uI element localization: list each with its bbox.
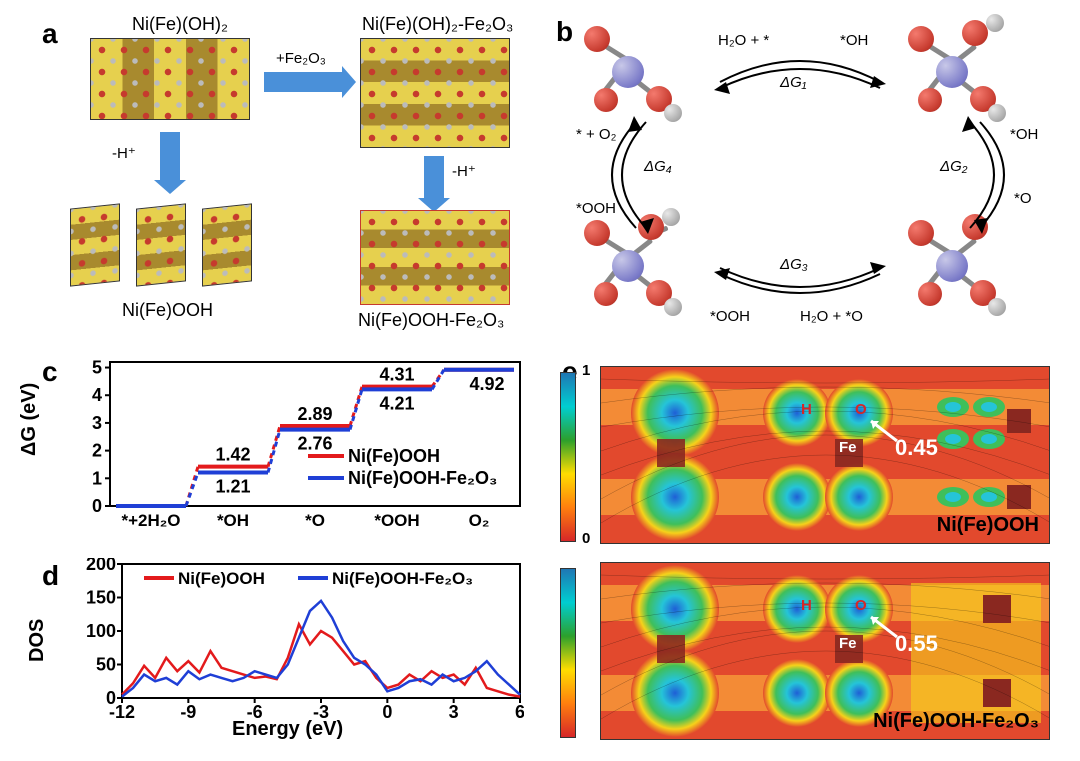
a-arrow-v2-label: -H⁺ (452, 162, 476, 180)
b-dg4: ΔG₄ (644, 158, 672, 175)
a-arrow-h-label: +Fe₂O₃ (276, 50, 326, 67)
d-xlabel: Energy (eV) (232, 718, 343, 741)
svg-text:2: 2 (92, 441, 102, 461)
panel-a-label: a (42, 18, 58, 50)
b-step3-l: H₂O + *O (800, 308, 863, 325)
a-label-tl: Ni(Fe)(OH)₂ (132, 14, 228, 35)
e-top-o: O (855, 401, 867, 418)
svg-text:4.92: 4.92 (469, 374, 504, 394)
panel-c-label: c (42, 356, 58, 388)
e-top-fe: Fe (839, 439, 857, 456)
svg-text:1.21: 1.21 (215, 476, 250, 496)
a-arrow-v1 (160, 132, 180, 180)
a-crystal-tr (360, 38, 510, 148)
svg-text:0: 0 (92, 496, 102, 516)
e-scale-bot: 0 (582, 530, 590, 547)
svg-text:6: 6 (515, 702, 524, 722)
a-arrow-v2 (424, 156, 444, 198)
b-mol-tl (576, 26, 686, 116)
a-arrow-v1-label: -H⁺ (112, 144, 136, 162)
svg-text:3: 3 (449, 702, 459, 722)
svg-text:4: 4 (92, 385, 102, 405)
svg-text:4.21: 4.21 (379, 393, 414, 413)
panel-c: 0 1 2 3 4 5 *+2H₂O *OH *O *OOH O₂ 1.42 2.89 4.31 1.21 2… (72, 356, 524, 534)
a-crystal-br (360, 210, 510, 305)
svg-text:*+2H₂O: *+2H₂O (121, 511, 180, 530)
svg-text:-12: -12 (109, 702, 135, 722)
e-bot-val: 0.55 (895, 631, 938, 657)
b-step1-l: H₂O + * (718, 32, 769, 49)
svg-text:-9: -9 (180, 702, 196, 722)
b-dg2: ΔG₂ (940, 158, 967, 175)
d-chart: 050100150200-12-9-6-3036Ni(Fe)OOHNi(Fe)O… (72, 558, 524, 740)
e-colorbar-2 (560, 568, 576, 738)
svg-text:100: 100 (86, 621, 116, 641)
svg-text:4.31: 4.31 (379, 365, 414, 385)
a-crystal-bl-wrap (70, 200, 270, 290)
panel-d-label: d (42, 560, 59, 592)
e-top-arrow (865, 417, 901, 445)
svg-text:0: 0 (382, 702, 392, 722)
svg-text:1: 1 (92, 468, 102, 488)
svg-text:3: 3 (92, 413, 102, 433)
d-ylabel: DOS (26, 619, 49, 662)
b-step3-r: *OOH (710, 308, 750, 325)
b-step1-r: *OH (840, 32, 868, 49)
svg-text:*OOH: *OOH (374, 511, 419, 530)
e-bot-o: O (855, 597, 867, 614)
b-step2-l: *OH (1010, 126, 1038, 143)
a-label-bl: Ni(Fe)OOH (122, 300, 213, 321)
panel-b-label: b (556, 16, 573, 48)
svg-text:5: 5 (92, 358, 102, 378)
svg-text:*OH: *OH (217, 511, 249, 530)
a-arrow-h (264, 72, 342, 92)
b-step4-l: *OOH (576, 200, 616, 217)
a-crystal-tl (90, 38, 250, 120)
svg-text:2.76: 2.76 (297, 434, 332, 454)
svg-text:*O: *O (305, 511, 325, 530)
svg-text:Ni(Fe)OOH-Fe₂O₃: Ni(Fe)OOH-Fe₂O₃ (348, 468, 497, 488)
b-dg3: ΔG₃ (780, 256, 808, 273)
a-label-br: Ni(Fe)OOH-Fe₂O₃ (358, 310, 504, 331)
e-top-title: Ni(Fe)OOH (937, 514, 1039, 537)
b-mol-tr (900, 26, 1010, 116)
svg-text:50: 50 (96, 655, 116, 675)
c-chart: 0 1 2 3 4 5 *+2H₂O *OH *O *OOH O₂ 1.42 2.89 4.31 1.21 2… (72, 356, 524, 534)
e-heatmap-bot: Ni(Fe)OOH-Fe₂O₃ Fe H O 0.55 (600, 562, 1050, 740)
svg-text:Ni(Fe)OOH: Ni(Fe)OOH (178, 569, 265, 588)
svg-text:150: 150 (86, 588, 116, 608)
svg-text:200: 200 (86, 558, 116, 574)
e-bot-fe: Fe (839, 635, 857, 652)
svg-text:Ni(Fe)OOH-Fe₂O₃: Ni(Fe)OOH-Fe₂O₃ (332, 569, 473, 588)
e-heatmap-top: Ni(Fe)OOH Fe H O 0.45 (600, 366, 1050, 544)
svg-text:2.89: 2.89 (297, 404, 332, 424)
b-arrow-1 (700, 40, 900, 100)
svg-text:O₂: O₂ (469, 511, 490, 530)
e-colorbar-1 (560, 372, 576, 542)
panel-d: 050100150200-12-9-6-3036Ni(Fe)OOHNi(Fe)O… (72, 558, 524, 740)
c-ylabel: ΔG (eV) (18, 383, 41, 456)
e-bot-title: Ni(Fe)OOH-Fe₂O₃ (873, 710, 1039, 733)
e-bot-arrow (865, 613, 901, 641)
b-step2-r: *O (1014, 190, 1032, 207)
e-top-val: 0.45 (895, 435, 938, 461)
e-bot-h: H (801, 597, 812, 614)
e-top-h: H (801, 401, 812, 418)
a-label-tr: Ni(Fe)(OH)₂-Fe₂O₃ (362, 14, 513, 35)
b-step4-r: * + O₂ (576, 126, 616, 143)
svg-text:1.42: 1.42 (215, 445, 250, 465)
svg-text:Ni(Fe)OOH: Ni(Fe)OOH (348, 446, 440, 466)
b-dg1: ΔG₁ (780, 74, 806, 91)
e-scale-top: 1 (582, 362, 590, 379)
